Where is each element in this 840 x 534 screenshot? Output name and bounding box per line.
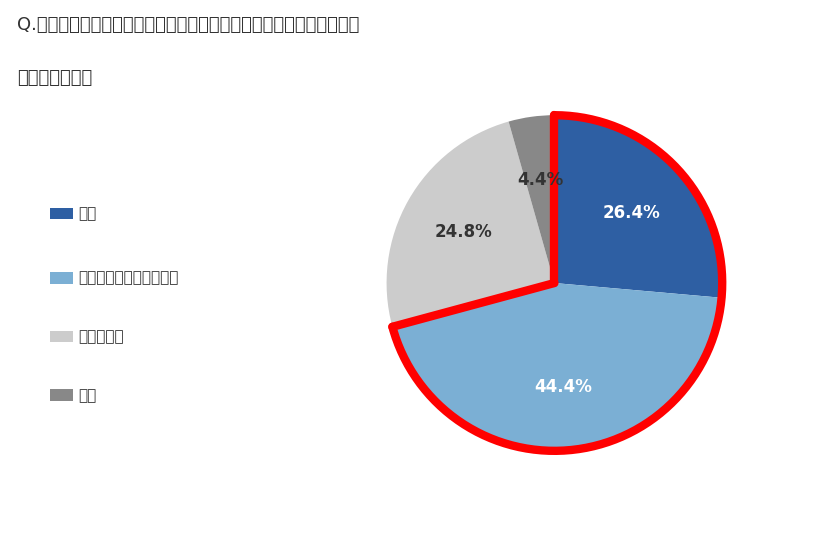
Text: どちらかといえば、ある: どちらかといえば、ある	[78, 270, 178, 285]
Text: ある: ある	[78, 206, 97, 221]
Wedge shape	[554, 115, 722, 298]
Text: あまりない: あまりない	[78, 329, 123, 344]
Text: 44.4%: 44.4%	[534, 378, 592, 396]
Wedge shape	[392, 283, 722, 451]
Text: ない: ない	[78, 388, 97, 403]
Text: ありますか。: ありますか。	[17, 69, 92, 88]
Wedge shape	[508, 115, 554, 283]
Wedge shape	[386, 122, 554, 327]
Text: 24.8%: 24.8%	[435, 223, 493, 241]
Text: 26.4%: 26.4%	[602, 204, 660, 222]
Text: Q.暑い時期の食事が、炭水化物中心のメニューになってしまうことは: Q.暑い時期の食事が、炭水化物中心のメニューになってしまうことは	[17, 16, 360, 34]
Text: 4.4%: 4.4%	[517, 171, 563, 189]
